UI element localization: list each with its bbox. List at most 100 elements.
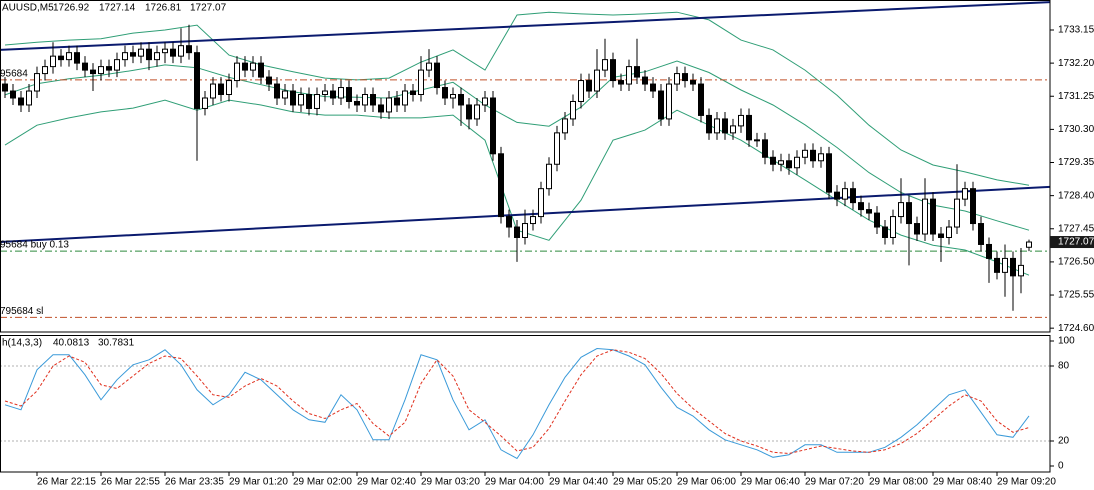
candle-body <box>778 160 784 165</box>
candle-body <box>18 97 24 106</box>
candle-body <box>1026 241 1032 248</box>
x-tick-label: 29 Mar 09:20 <box>997 477 1056 488</box>
candle-body <box>802 149 808 158</box>
x-tick-label: 29 Mar 08:00 <box>869 477 928 488</box>
price-tag-label: 1727.07 <box>1058 237 1094 248</box>
candle-body <box>202 97 208 109</box>
candle-body <box>762 139 768 158</box>
candle-body <box>714 118 720 134</box>
stochastic-line <box>4 347 1030 460</box>
y-tick-label: 100 <box>1058 336 1075 347</box>
candle-body <box>594 69 600 92</box>
candle-body <box>506 216 512 228</box>
candle-body <box>306 94 312 109</box>
candle-body <box>362 94 368 106</box>
candle-body <box>74 52 80 64</box>
x-tick-label: 29 Mar 02:00 <box>293 477 352 488</box>
candle-body <box>218 83 224 96</box>
symbol-title: AUUSD,M5 <box>2 3 54 14</box>
candle-body <box>82 62 88 71</box>
candle-body <box>642 76 648 85</box>
x-tick-label: 26 Mar 22:55 <box>101 477 160 488</box>
candle-body <box>954 198 960 228</box>
candle-body <box>434 62 440 89</box>
candle-body <box>938 233 944 238</box>
candle-body <box>298 94 304 106</box>
candle-body <box>282 90 288 99</box>
x-tick-label: 29 Mar 04:00 <box>485 477 544 488</box>
y-tick-label: 1732.20 <box>1058 58 1094 69</box>
candle-body <box>2 83 8 92</box>
candle-body <box>490 97 496 155</box>
y-tick-label: 80 <box>1058 361 1070 372</box>
candle-body <box>738 114 744 127</box>
order-label: 95684 <box>0 69 28 80</box>
candle-body <box>674 73 680 85</box>
candle-body <box>746 114 752 141</box>
candle-body <box>186 45 192 54</box>
y-tick-label: 1726.50 <box>1058 257 1094 268</box>
y-tick-label: 1727.45 <box>1058 223 1094 234</box>
candle-body <box>514 226 520 238</box>
stochastic-title: h(14,3,3) <box>2 338 42 349</box>
header-high: 1727.14 <box>99 3 136 14</box>
candle-body <box>666 83 672 120</box>
candle-body <box>770 156 776 165</box>
candle-body <box>826 153 832 193</box>
candle-body <box>26 90 32 106</box>
candle-body <box>1002 257 1008 273</box>
y-tick-label: 1733.15 <box>1058 25 1094 36</box>
candle-body <box>754 139 760 142</box>
candle-body <box>986 243 992 259</box>
x-tick-label: 26 Mar 22:15 <box>37 477 96 488</box>
candle-body <box>970 188 976 225</box>
price-tag <box>1050 236 1094 249</box>
candle-body <box>338 87 344 99</box>
candle-body <box>290 90 296 106</box>
stochastic-line <box>4 349 1030 455</box>
candle-body <box>602 59 608 71</box>
candle-body <box>130 52 136 57</box>
y-tick-label: 20 <box>1058 436 1070 447</box>
x-tick-label: 29 Mar 02:40 <box>357 477 416 488</box>
candle-body <box>50 55 56 68</box>
candle-body <box>410 90 416 96</box>
candle-body <box>34 73 40 92</box>
x-tick-label: 29 Mar 06:40 <box>741 477 800 488</box>
candle-body <box>890 216 896 238</box>
header-close: 1727.07 <box>190 3 227 14</box>
y-tick-label: 1725.55 <box>1058 290 1094 301</box>
candle-body <box>458 94 464 106</box>
candle-body <box>706 114 712 134</box>
candle-body <box>698 83 704 116</box>
candle-body <box>658 90 664 120</box>
price-panel <box>0 1 1054 329</box>
band-line <box>4 60 1030 231</box>
candle-body <box>234 62 240 82</box>
candle-body <box>530 216 536 225</box>
candle-body <box>98 66 104 75</box>
candle-body <box>682 73 688 82</box>
candle-body <box>818 153 824 162</box>
candle-body <box>866 209 872 214</box>
candle-body <box>122 52 128 61</box>
candle-body <box>978 223 984 245</box>
candle-body <box>794 156 800 169</box>
x-tick-label: 29 Mar 06:00 <box>677 477 736 488</box>
header-low: 1726.81 <box>145 3 182 14</box>
x-tick-label: 29 Mar 03:20 <box>421 477 480 488</box>
y-tick-label: 1724.60 <box>1058 323 1094 334</box>
price-frame <box>0 0 1051 333</box>
x-tick-label: 29 Mar 05:20 <box>613 477 672 488</box>
candle-body <box>426 62 432 71</box>
candle-body <box>322 90 328 96</box>
candle-body <box>178 45 184 57</box>
candle-body <box>266 76 272 85</box>
candle-body <box>554 132 560 165</box>
candle-body <box>842 188 848 200</box>
candle-body <box>450 94 456 99</box>
candle-body <box>562 118 568 134</box>
candle-body <box>586 80 592 92</box>
